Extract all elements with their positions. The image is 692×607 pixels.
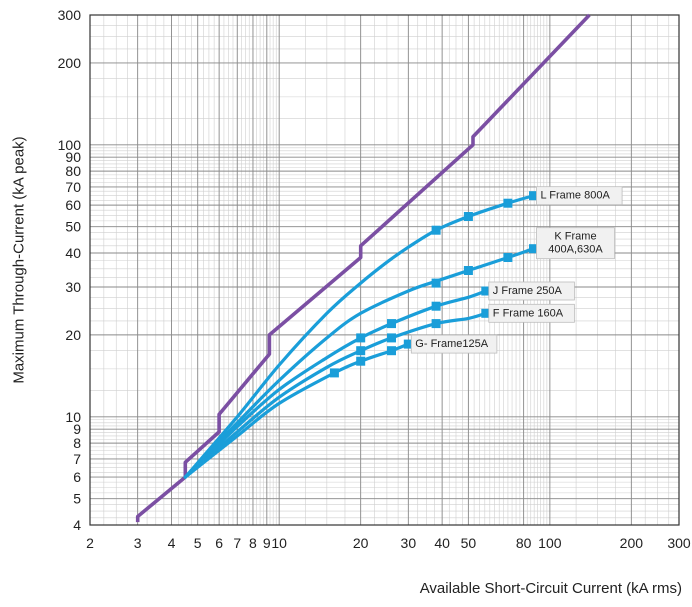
x-tick-label: 30 — [401, 535, 417, 551]
series-line-k-frame-400a-630a — [183, 247, 536, 479]
marker-g-frame125a — [356, 356, 366, 366]
x-tick-label: 10 — [271, 535, 287, 551]
x-axis-tick-labels: 2 3 4 5 6 7 8 9 10 20 30 40 50 80 100 200 300 — [86, 535, 691, 551]
x-tick-label: 100 — [538, 535, 562, 551]
marker-j-frame-250a — [356, 333, 366, 343]
label-box-f-frame-160a — [488, 303, 575, 323]
marker-f-frame-160a — [431, 319, 441, 329]
marker-j-frame-250a — [481, 286, 491, 296]
marker-l-frame-800a — [463, 212, 473, 221]
series-line-l-frame-800a — [183, 194, 536, 479]
label-box-g-frame125a — [410, 334, 498, 354]
y-tick-label: 70 — [65, 179, 81, 195]
x-tick-label: 80 — [516, 535, 532, 551]
x-tick-label: 50 — [461, 535, 477, 551]
y-tick-label: 8 — [73, 435, 81, 451]
x-tick-label: 20 — [353, 535, 369, 551]
x-tick-label: 2 — [86, 535, 94, 551]
x-tick-label: 300 — [667, 535, 691, 551]
x-tick-label: 8 — [249, 535, 257, 551]
x-axis-label: Available Short-Circuit Current (kA rms) — [419, 580, 682, 597]
label-box-k-frame-400a-630a — [536, 227, 615, 260]
y-tick-label: 300 — [58, 7, 82, 23]
x-tick-label: 4 — [168, 535, 176, 551]
y-tick-label: 30 — [65, 279, 81, 295]
marker-g-frame125a — [403, 339, 413, 349]
series-label-f-frame-160a: F Frame 160A — [493, 307, 564, 319]
x-tick-label: 40 — [434, 535, 450, 551]
series-line-j-frame-250a — [183, 289, 488, 479]
x-tick-label: 3 — [134, 535, 142, 551]
y-tick-label: 40 — [65, 245, 81, 261]
marker-l-frame-800a — [529, 191, 538, 201]
marker-k-frame-400a-630a — [431, 278, 441, 288]
x-tick-label: 7 — [233, 535, 241, 551]
x-tick-label: 5 — [194, 535, 202, 551]
series-label-l-frame-800a: L Frame 800A — [541, 190, 611, 202]
x-tick-label: 9 — [263, 535, 271, 551]
marker-j-frame-250a — [431, 301, 441, 311]
marker-k-frame-400a-630a — [463, 266, 473, 275]
series-label-g-frame125a: G- Frame125A — [415, 338, 488, 350]
series-label-k-frame-400a-630a: 400A,630A — [548, 244, 603, 256]
y-tick-label: 20 — [65, 327, 81, 343]
y-axis-label-container: Maximum Through-Current (kA peak) — [4, 0, 34, 520]
marker-l-frame-800a — [431, 225, 441, 235]
marker-k-frame-400a-630a — [503, 253, 513, 262]
y-tick-label: 10 — [65, 409, 81, 425]
minor-gridlines — [90, 15, 679, 525]
series-label-j-frame-250a: J Frame 250A — [493, 285, 563, 297]
y-tick-label: 7 — [73, 451, 81, 467]
series-group — [183, 191, 538, 479]
x-tick-label: 6 — [215, 535, 223, 551]
y-axis-label: Maximum Through-Current (kA peak) — [10, 136, 28, 384]
plot-area-frame — [89, 14, 680, 526]
y-tick-label: 5 — [73, 491, 81, 507]
marker-j-frame-250a — [387, 319, 396, 329]
marker-l-frame-800a — [503, 198, 513, 208]
marker-f-frame-160a — [481, 308, 491, 318]
marker-g-frame125a — [387, 346, 396, 356]
y-tick-label: 60 — [65, 197, 81, 213]
y-tick-label: 4 — [73, 517, 81, 533]
label-box-j-frame-250a — [488, 281, 575, 301]
y-tick-label: 100 — [58, 137, 82, 153]
label-box-l-frame-800a — [536, 186, 623, 206]
y-tick-label: 90 — [65, 149, 81, 165]
marker-f-frame-160a — [387, 333, 396, 343]
marker-k-frame-400a-630a — [529, 244, 538, 254]
y-tick-label: 200 — [58, 55, 82, 71]
marker-f-frame-160a — [356, 346, 366, 356]
y-tick-label: 80 — [65, 163, 81, 179]
y-tick-label: 6 — [73, 469, 81, 485]
series-label-k-frame-400a-630a: K Frame — [554, 231, 596, 243]
marker-g-frame125a — [329, 368, 339, 378]
x-tick-label: 200 — [620, 535, 644, 551]
y-tick-label: 9 — [73, 421, 81, 437]
y-tick-label: 50 — [65, 219, 81, 235]
